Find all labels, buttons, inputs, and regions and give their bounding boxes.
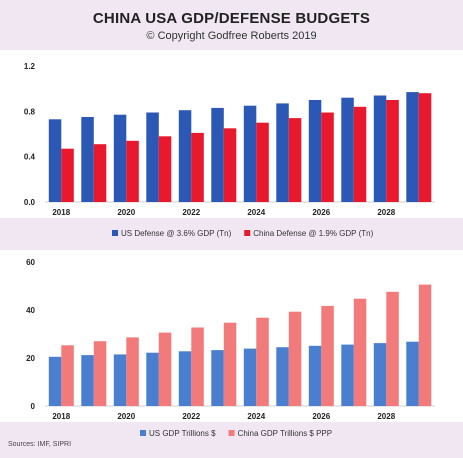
x-tick-label: 2024 (247, 208, 265, 217)
x-tick-label: 2026 (312, 412, 330, 421)
copyright-subtitle: © Copyright Godfree Roberts 2019 (146, 30, 317, 42)
x-tick-label: 2018 (52, 412, 70, 421)
bar-china-2027 (353, 298, 367, 406)
legend-swatch (244, 230, 251, 236)
bar-us-2027 (341, 344, 354, 406)
bar-us-2029 (406, 341, 419, 406)
page-title: CHINA USA GDP/DEFENSE BUDGETS (92, 10, 371, 27)
bar-us-2023 (211, 350, 224, 406)
legend-label: US GDP Trillions $ (149, 429, 216, 438)
y-tick-label: 20 (26, 354, 35, 363)
x-tick-label: 2028 (377, 208, 395, 217)
bar-us-2020 (113, 114, 127, 202)
bar-us-2025 (276, 103, 289, 202)
bar-china-2019 (93, 144, 107, 202)
x-tick-label: 2018 (52, 208, 70, 217)
bar-china-2022 (191, 132, 204, 202)
bar-us-2018 (48, 356, 62, 406)
bar-china-2029 (418, 93, 432, 202)
bar-us-2027 (341, 97, 354, 202)
bar-china-2028 (386, 100, 399, 202)
bar-us-2018 (48, 119, 62, 202)
bar-us-2021 (146, 352, 159, 406)
bar-us-2026 (308, 345, 322, 406)
bar-us-2024 (243, 348, 257, 406)
y-tick-label: 0.0 (24, 198, 36, 207)
legend-label: US Defense @ 3.6% GDP (Tn) (121, 229, 232, 238)
x-tick-label: 2022 (182, 412, 200, 421)
bar-us-2026 (308, 100, 322, 202)
bar-china-2028 (386, 291, 399, 406)
y-tick-label: 1.2 (24, 62, 36, 71)
bar-china-2018 (61, 345, 74, 406)
sources-note: Sources: IMF, SIPRI (8, 441, 72, 448)
bar-china-2022 (191, 327, 204, 406)
x-tick-label: 2028 (377, 412, 395, 421)
y-tick-label: 0 (31, 402, 36, 411)
bar-us-2029 (406, 92, 419, 202)
x-tick-label: 2020 (117, 208, 135, 217)
legend-swatch (112, 230, 118, 236)
y-tick-label: 0.8 (24, 107, 36, 116)
y-tick-label: 0.4 (24, 153, 36, 162)
bar-china-2021 (158, 332, 172, 406)
bar-china-2020 (126, 337, 139, 406)
bar-china-2024 (256, 122, 269, 202)
bar-us-2022 (178, 110, 192, 202)
bar-us-2028 (373, 343, 387, 406)
bar-us-2024 (243, 105, 257, 202)
bar-china-2019 (93, 341, 107, 406)
bar-china-2025 (288, 118, 302, 202)
bar-us-2019 (81, 117, 94, 202)
bar-us-2022 (178, 351, 192, 406)
bar-china-2023 (223, 128, 237, 202)
bar-china-2023 (223, 322, 237, 406)
bar-china-2025 (288, 311, 302, 406)
bar-us-2025 (276, 347, 289, 406)
legend-swatch (228, 430, 235, 436)
legend-label: China Defense @ 1.9% GDP (Tn) (253, 229, 373, 238)
bar-us-2023 (211, 107, 224, 202)
x-tick-label: 2024 (247, 412, 265, 421)
legend-label: China GDP Trillions $ PPP (238, 429, 333, 438)
bar-china-2018 (61, 148, 74, 202)
x-tick-label: 2022 (182, 208, 200, 217)
bar-china-2029 (418, 284, 432, 406)
legend-swatch (140, 430, 146, 436)
defense-budget-chart: 0.0 0.4 0.8 1.2 2018 2020 2022 2024 2026 2028 US D… (0, 50, 463, 238)
x-tick-label: 2020 (117, 412, 135, 421)
x-tick-label: 2026 (312, 208, 330, 217)
bar-us-2020 (113, 354, 127, 406)
bar-china-2024 (256, 317, 269, 406)
bar-us-2021 (146, 112, 159, 202)
y-tick-label: 60 (26, 258, 35, 267)
bar-china-2020 (126, 140, 139, 202)
bar-china-2021 (158, 136, 172, 202)
bar-china-2026 (321, 112, 334, 202)
bar-china-2027 (353, 106, 367, 202)
bar-us-2028 (373, 95, 387, 202)
gdp-chart: 0 20 40 60 2018 2020 2022 2024 2026 2028 US GDP Tr… (0, 250, 463, 438)
y-tick-label: 40 (26, 306, 35, 315)
bar-us-2019 (81, 355, 94, 406)
bar-china-2026 (321, 305, 334, 406)
